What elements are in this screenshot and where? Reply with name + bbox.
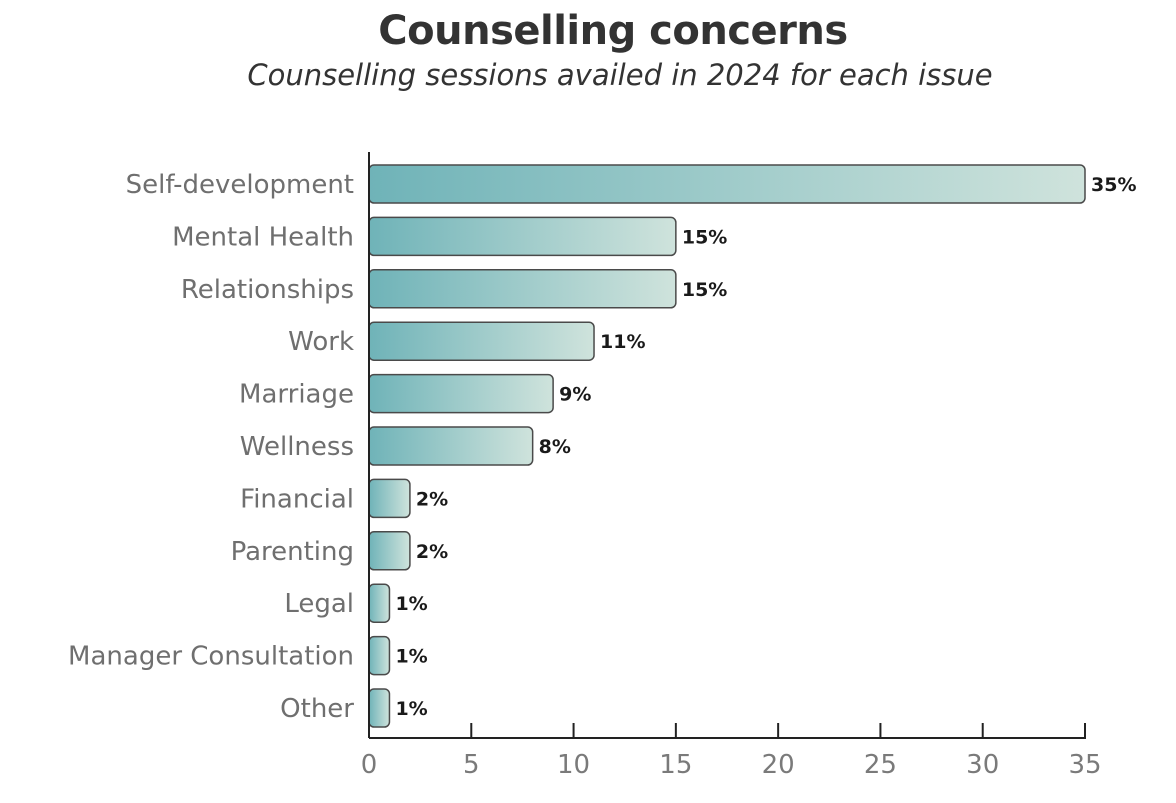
bar [368,321,595,361]
data-label: 1% [395,593,427,615]
x-tick-label: 15 [659,750,692,780]
category-label: Work [288,327,354,357]
chart-subtitle: Counselling sessions availed in 2024 for… [247,58,993,92]
data-label: 2% [416,541,448,563]
category-label: Legal [284,589,354,619]
chart-title: Counselling concerns [378,8,848,54]
bar [368,373,554,414]
data-label: 2% [416,488,448,510]
bar-group: Relationships 15% [181,269,727,309]
data-label: 8% [539,436,571,458]
bar-group: Other 1% [280,688,428,728]
x-tick-label: 0 [361,750,378,780]
bar-group: Marriage 9% [239,373,591,414]
x-tick-label: 35 [1068,750,1101,780]
x-tick-label: 10 [557,750,590,780]
x-tick-label: 20 [762,750,795,780]
data-label: 9% [559,384,591,406]
x-tick-label: 5 [463,750,480,780]
category-label: Relationships [181,275,354,305]
bar [368,583,391,623]
category-label: Mental Health [172,222,354,252]
category-label: Financial [240,484,354,514]
data-label: 15% [682,279,727,301]
bar-group: Financial 2% [240,478,448,519]
bar-group: Work 11% [288,321,646,361]
bar [368,531,411,571]
data-label: 1% [395,698,427,720]
data-label: 35% [1091,174,1136,196]
bar [368,688,391,728]
bar [368,635,391,676]
category-label: Self-development [126,170,354,200]
bar-group: Self-development 35% [126,164,1136,204]
bar [368,216,677,257]
x-tick-label: 25 [864,750,897,780]
data-label: 11% [600,331,645,353]
bar-group: Legal 1% [284,583,428,623]
category-label: Other [280,694,354,724]
bar [368,164,1086,204]
bar-group: Wellness 8% [240,426,571,466]
bar [368,426,534,466]
data-label: 1% [395,646,427,668]
bar-group: Manager Consultation 1% [68,635,428,676]
bar [368,269,677,309]
data-label: 15% [682,226,727,248]
bar-group: Parenting 2% [231,531,448,571]
category-label: Manager Consultation [68,642,354,672]
bar-group: Mental Health 15% [172,216,727,257]
category-label: Parenting [231,537,354,567]
category-label: Marriage [239,380,354,410]
bar [368,478,411,519]
x-tick-label: 30 [966,750,999,780]
category-label: Wellness [240,432,354,462]
